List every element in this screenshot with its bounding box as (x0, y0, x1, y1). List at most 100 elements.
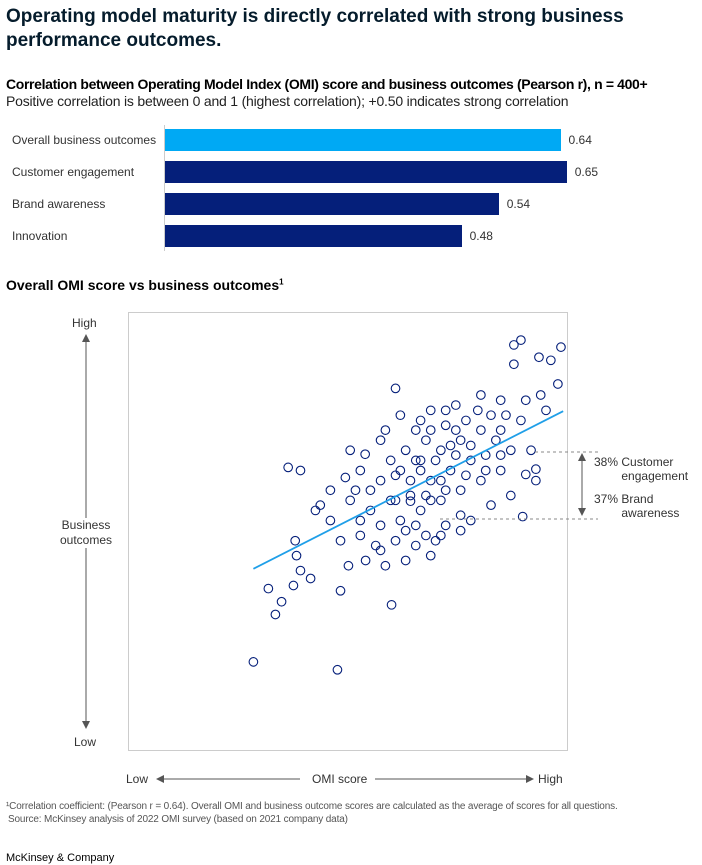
footnote-source: Source: McKinsey analysis of 2022 OMI su… (8, 814, 348, 825)
scatter-point (556, 342, 566, 352)
scatter-point (395, 410, 406, 421)
scatter-point (476, 425, 486, 435)
scatter-point (355, 530, 366, 541)
bar-value-label: 0.48 (469, 229, 493, 243)
scatter-point (495, 395, 506, 406)
scatter-point (430, 535, 441, 546)
scatter-point (516, 335, 526, 345)
scatter-point (450, 450, 461, 460)
scatter-point (385, 455, 396, 466)
scatter-point (415, 465, 426, 476)
bar-axis-line (164, 125, 165, 251)
bar-value-label: 0.65 (574, 165, 599, 179)
scatter-point (516, 415, 526, 426)
scatter-point (553, 379, 563, 389)
scatter-point (315, 500, 326, 511)
scatter-title-text: Overall OMI score vs business outcomes (6, 277, 280, 293)
scatter-point (415, 415, 426, 426)
scatter-point (283, 462, 294, 473)
scatter-point (288, 580, 299, 591)
scatter-point (534, 352, 544, 363)
annotation-brand: 37% Brand awareness (594, 492, 699, 520)
scatter-point (495, 425, 506, 435)
scatter-point (435, 445, 446, 456)
scatter-point (405, 490, 416, 501)
scatter-point (509, 359, 519, 370)
scatter-point (495, 450, 506, 460)
scatter-point (248, 657, 259, 667)
scatter-point (276, 596, 287, 607)
scatter-point (410, 455, 421, 466)
scatter-point (375, 545, 386, 556)
footnote-1: ¹Correlation coefficient: (Pearson r = 0… (6, 801, 618, 812)
scatter-point (305, 573, 316, 584)
scatter-point (295, 465, 306, 476)
scatter-point (450, 400, 461, 410)
scatter-point (415, 505, 426, 516)
scatter-point (400, 555, 411, 566)
scatter-point (455, 435, 466, 446)
bar-category-label: Overall business outcomes (12, 133, 157, 147)
scatter-point (440, 405, 451, 416)
scatter-point (375, 435, 386, 446)
scatter-point (520, 469, 531, 480)
scatter-point (520, 395, 531, 406)
bar (165, 161, 567, 183)
scatter-point (410, 520, 421, 531)
scatter-point (465, 440, 476, 451)
scatter-point (425, 550, 436, 561)
bar (165, 193, 499, 215)
scatter-point (343, 560, 354, 571)
y-axis-label: Business outcomes (46, 518, 126, 548)
scatter-point (400, 525, 411, 536)
scatter-point (291, 550, 302, 561)
page-title: Operating model maturity is directly cor… (6, 6, 624, 51)
scatter-point (461, 415, 471, 426)
scatter-point (380, 560, 391, 571)
scatter-point (421, 435, 431, 446)
scatter-point (400, 445, 411, 456)
scatter-point (355, 515, 366, 526)
scatter-point (531, 475, 541, 486)
annotation-label: Customer engagement (621, 455, 689, 483)
scatter-plot-area (128, 312, 568, 751)
scatter-point (440, 420, 451, 431)
scatter-point (425, 495, 436, 506)
scatter-point (486, 410, 496, 421)
scatter-point (270, 609, 281, 620)
bar (165, 129, 561, 151)
scatter-point (445, 440, 456, 451)
scatter-point (335, 585, 346, 596)
scatter-point (505, 445, 516, 456)
scatter-point (410, 425, 421, 435)
scatter-point (450, 425, 461, 435)
scatter-point (509, 340, 519, 350)
bar (165, 225, 462, 247)
scatter-point (355, 465, 366, 476)
scatter-point (435, 530, 446, 541)
scatter-point (390, 383, 401, 394)
scatter-point (395, 515, 406, 526)
scatter-point (505, 490, 516, 501)
scatter-point (425, 425, 436, 435)
scatter-point (476, 475, 486, 486)
scatter-point (310, 505, 321, 516)
scatter-point (425, 405, 436, 416)
scatter-point (486, 500, 496, 511)
scatter-point (335, 535, 346, 546)
scatter-point (395, 465, 406, 476)
bar-category-label: Brand awareness (12, 197, 106, 211)
scatter-point (430, 455, 441, 466)
scatter-point (517, 511, 528, 522)
footnotes: ¹Correlation coefficient: (Pearson r = 0… (6, 800, 698, 826)
scatter-point (455, 510, 466, 521)
scatter-point (390, 535, 401, 546)
scatter-point (545, 355, 556, 366)
brand-logo-text: McKinsey & Company (6, 852, 115, 864)
scatter-point (365, 485, 376, 496)
scatter-point (472, 405, 483, 416)
scatter-point (465, 515, 476, 526)
scatter-point (541, 405, 551, 416)
scatter-point (480, 465, 491, 476)
bar-value-label: 0.64 (568, 133, 592, 147)
